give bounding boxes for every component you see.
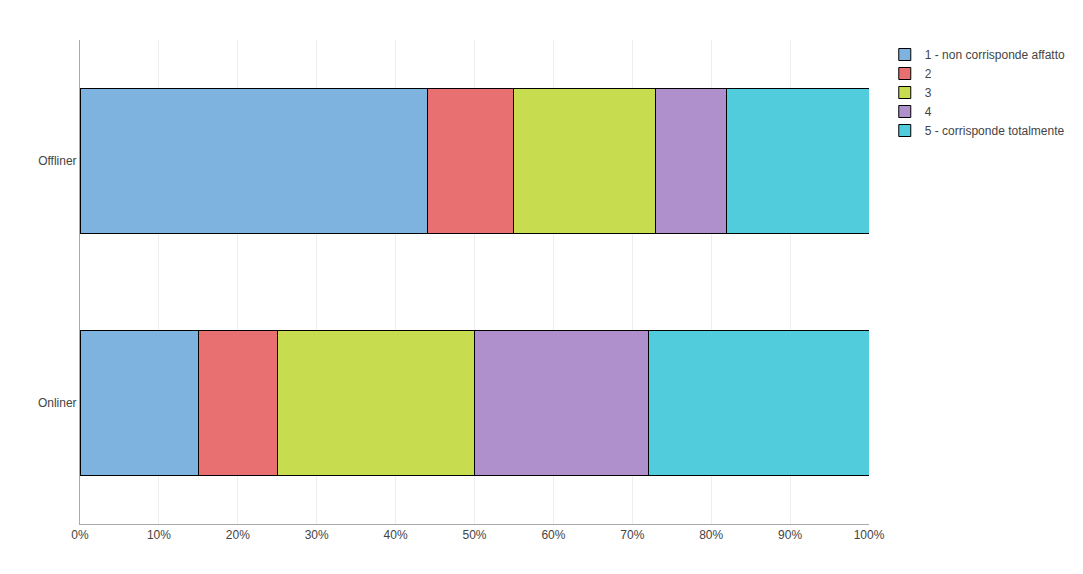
svg-text:30%: 30% <box>305 528 329 542</box>
svg-text:5 - corrisponde totalmente: 5 - corrisponde totalmente <box>925 124 1065 138</box>
svg-text:90%: 90% <box>778 528 802 542</box>
svg-text:70%: 70% <box>620 528 644 542</box>
svg-text:Onliner: Onliner <box>38 396 77 410</box>
svg-text:3: 3 <box>925 86 932 100</box>
svg-text:10%: 10% <box>147 528 171 542</box>
svg-text:0%: 0% <box>71 528 89 542</box>
svg-text:4: 4 <box>925 105 932 119</box>
svg-text:2: 2 <box>925 67 932 81</box>
svg-text:Offliner: Offliner <box>38 154 76 168</box>
svg-text:40%: 40% <box>384 528 408 542</box>
svg-text:1 - non corrisponde affatto: 1 - non corrisponde affatto <box>925 48 1065 62</box>
svg-text:20%: 20% <box>226 528 250 542</box>
svg-text:100%: 100% <box>854 528 885 542</box>
svg-text:80%: 80% <box>699 528 723 542</box>
svg-text:60%: 60% <box>541 528 565 542</box>
svg-text:50%: 50% <box>462 528 486 542</box>
